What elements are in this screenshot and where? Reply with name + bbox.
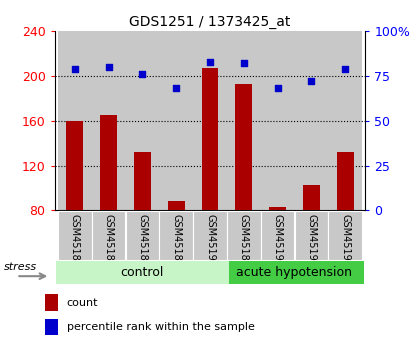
Bar — [45, 319, 58, 335]
Point — [173, 86, 180, 91]
Bar — [160, 211, 193, 260]
Point — [207, 59, 213, 64]
Bar — [56, 261, 228, 284]
Bar — [294, 211, 328, 260]
Point — [342, 66, 349, 71]
Text: GSM45188: GSM45188 — [239, 214, 249, 267]
Text: stress: stress — [4, 262, 37, 272]
Text: GSM45192: GSM45192 — [340, 214, 350, 267]
Text: GSM45193: GSM45193 — [205, 214, 215, 267]
Bar — [126, 211, 159, 260]
Bar — [337, 152, 354, 210]
Bar — [261, 31, 294, 210]
Bar — [269, 207, 286, 210]
Point — [71, 66, 78, 71]
Bar — [92, 31, 126, 210]
Text: GSM45187: GSM45187 — [137, 214, 147, 267]
Text: control: control — [121, 266, 164, 279]
Bar — [328, 211, 362, 260]
Text: GSM45189: GSM45189 — [171, 214, 181, 267]
Point — [139, 71, 146, 77]
Bar — [159, 31, 193, 210]
Bar — [202, 68, 218, 210]
Bar — [228, 261, 364, 284]
Bar — [100, 115, 117, 210]
Text: GSM45186: GSM45186 — [104, 214, 114, 267]
Text: percentile rank within the sample: percentile rank within the sample — [67, 322, 255, 332]
Bar — [45, 295, 58, 310]
Title: GDS1251 / 1373425_at: GDS1251 / 1373425_at — [129, 14, 291, 29]
Bar — [235, 84, 252, 210]
Bar — [193, 211, 227, 260]
Bar — [227, 31, 261, 210]
Bar — [193, 31, 227, 210]
Point — [240, 61, 247, 66]
Bar — [294, 31, 328, 210]
Bar — [58, 31, 92, 210]
Point — [308, 79, 315, 84]
Point — [105, 64, 112, 70]
Point — [274, 86, 281, 91]
Bar — [126, 31, 159, 210]
Bar — [92, 211, 126, 260]
Text: acute hypotension: acute hypotension — [236, 266, 352, 279]
Bar — [134, 152, 151, 210]
Text: GSM45190: GSM45190 — [273, 214, 283, 267]
Bar — [58, 211, 92, 260]
Text: count: count — [67, 297, 98, 307]
Bar — [227, 211, 260, 260]
Bar — [66, 121, 83, 210]
Bar — [261, 211, 294, 260]
Text: GSM45184: GSM45184 — [70, 214, 80, 267]
Text: GSM45191: GSM45191 — [306, 214, 316, 267]
Bar — [168, 201, 185, 210]
Bar — [303, 185, 320, 210]
Bar — [328, 31, 362, 210]
